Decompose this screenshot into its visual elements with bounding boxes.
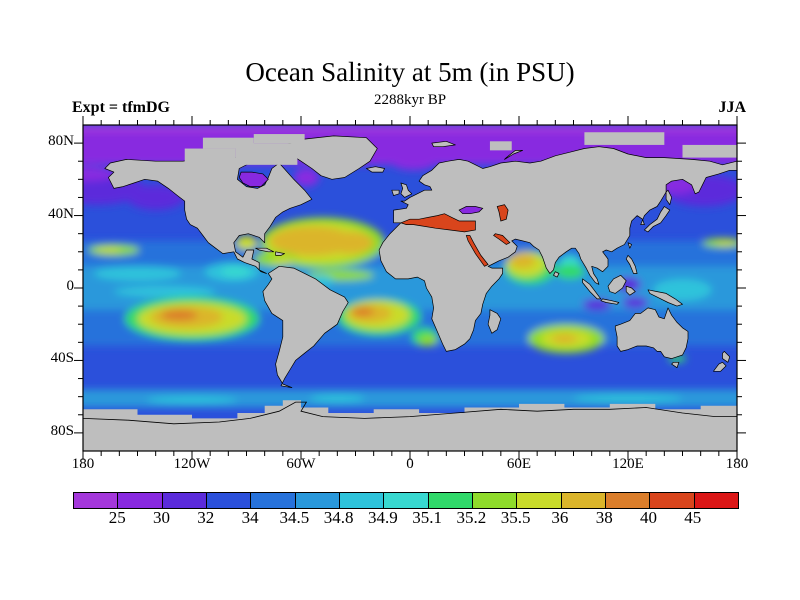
colorbar-boundary-label: 35.2 <box>456 508 487 527</box>
feature-bering-sea-fresh <box>83 166 116 182</box>
colorbar-boundary-label: 45 <box>684 508 702 527</box>
colorbar-segment <box>427 493 472 508</box>
x-tick-label: 180 <box>725 456 749 472</box>
feature-indonesian-fresh-2 <box>622 297 648 308</box>
colorbar-segment <box>294 493 339 508</box>
feature-npac-subarctic-ne <box>126 184 185 211</box>
feature-hawaii-streak-core <box>95 247 122 253</box>
colorbar <box>73 492 739 509</box>
y-tick-label: 40S <box>50 350 74 367</box>
feature-wpac-streak-core <box>715 240 737 246</box>
colorbar-boundary-label: 38 <box>595 508 613 527</box>
colorbar-segment <box>205 493 251 508</box>
feature-sind-gyre-core <box>551 334 578 344</box>
colorbar-segment <box>516 493 561 508</box>
colorbar-segment <box>74 493 118 508</box>
sea-black-sea <box>458 206 484 215</box>
y-tick-label: 80S <box>50 422 74 439</box>
chart-subtitle: 2288kyr BP <box>373 92 447 108</box>
landmasses <box>83 132 737 451</box>
y-tick-label: 40N <box>48 205 74 222</box>
y-tick-label: 80N <box>48 133 74 150</box>
colorbar-segment <box>338 493 384 508</box>
colorbar-segment <box>117 493 162 508</box>
antarctica-mask <box>83 400 737 451</box>
colorbar-boundary-label: 34.9 <box>367 508 398 527</box>
colorbar-boundary-label: 35.5 <box>500 508 531 527</box>
feature-benguela-core <box>419 335 438 346</box>
x-tick-label: 60W <box>286 456 316 472</box>
feature-eqpac-cyan-2 <box>93 266 182 281</box>
colorbar-boundary-label: 40 <box>639 508 657 527</box>
colorbar-segment <box>383 493 428 508</box>
colorbar-segment <box>471 493 517 508</box>
x-tick-label: 60E <box>506 456 532 472</box>
x-tick-label: 0 <box>406 456 414 472</box>
colorbar-boundary-label: 35.1 <box>412 508 442 527</box>
colorbar-segment <box>250 493 295 508</box>
x-tick-label: 120W <box>173 456 211 472</box>
colorbar-boundary-label: 34.5 <box>279 508 310 527</box>
x-tick-label: 120E <box>612 456 644 472</box>
axis-ticks <box>74 116 746 460</box>
sea-caspian-sea <box>496 204 509 222</box>
colorbar-segment <box>560 493 605 508</box>
colorbar-segment <box>604 493 650 508</box>
sea-red-sea <box>465 235 489 267</box>
colorbar-boundary-label: 30 <box>153 508 171 527</box>
band-subantarctic-band <box>83 389 737 408</box>
x-tick-label: 180 <box>71 456 95 472</box>
sea-mediterranean-sea <box>399 213 476 233</box>
marginal-seas <box>238 171 511 267</box>
y-tick-label: 0 <box>66 278 75 294</box>
colorbar-boundary-label: 34.8 <box>323 508 354 527</box>
feature-labrador-fresh <box>293 168 320 187</box>
feature-arabian-sea-gold <box>509 253 536 269</box>
colorbar-boundary-label: 36 <box>551 508 569 527</box>
feature-spac-gyre-orange <box>161 309 198 321</box>
colorbar-segment <box>693 493 738 508</box>
feature-gulf-of-mexico <box>235 235 258 250</box>
band-arctic-top-strip <box>83 125 737 133</box>
feature-bay-of-bengal-green <box>555 264 585 279</box>
sea-hudson-bay <box>238 171 269 187</box>
feature-southern-cyan-2 <box>310 394 365 403</box>
colorbar-segment <box>649 493 694 508</box>
feature-southern-cyan-3 <box>573 394 683 403</box>
colorbar-boundary-label: 25 <box>108 508 126 527</box>
feature-eqpac-cyan-1 <box>113 286 216 298</box>
season-label: JJA <box>718 99 746 116</box>
feature-norwegian-fresh <box>391 155 436 171</box>
feature-epac-fresh-core <box>221 266 251 278</box>
feature-southern-cyan-1 <box>146 396 238 404</box>
colorbar-boundary-label: 34 <box>241 508 259 527</box>
feature-caribbean-core <box>270 257 296 265</box>
colorbar-segment <box>161 493 206 508</box>
feature-natl-gyre-gold-east <box>326 231 374 254</box>
chart-title: Ocean Salinity at 5m (in PSU) <box>245 57 575 87</box>
colorbar-boundary-label: 32 <box>197 508 215 527</box>
feature-satl-gyre-orange <box>351 307 374 317</box>
experiment-label: Expt = tfmDG <box>72 99 170 116</box>
sea-persian-gulf <box>493 233 511 245</box>
antarctic-coastline <box>83 401 737 425</box>
